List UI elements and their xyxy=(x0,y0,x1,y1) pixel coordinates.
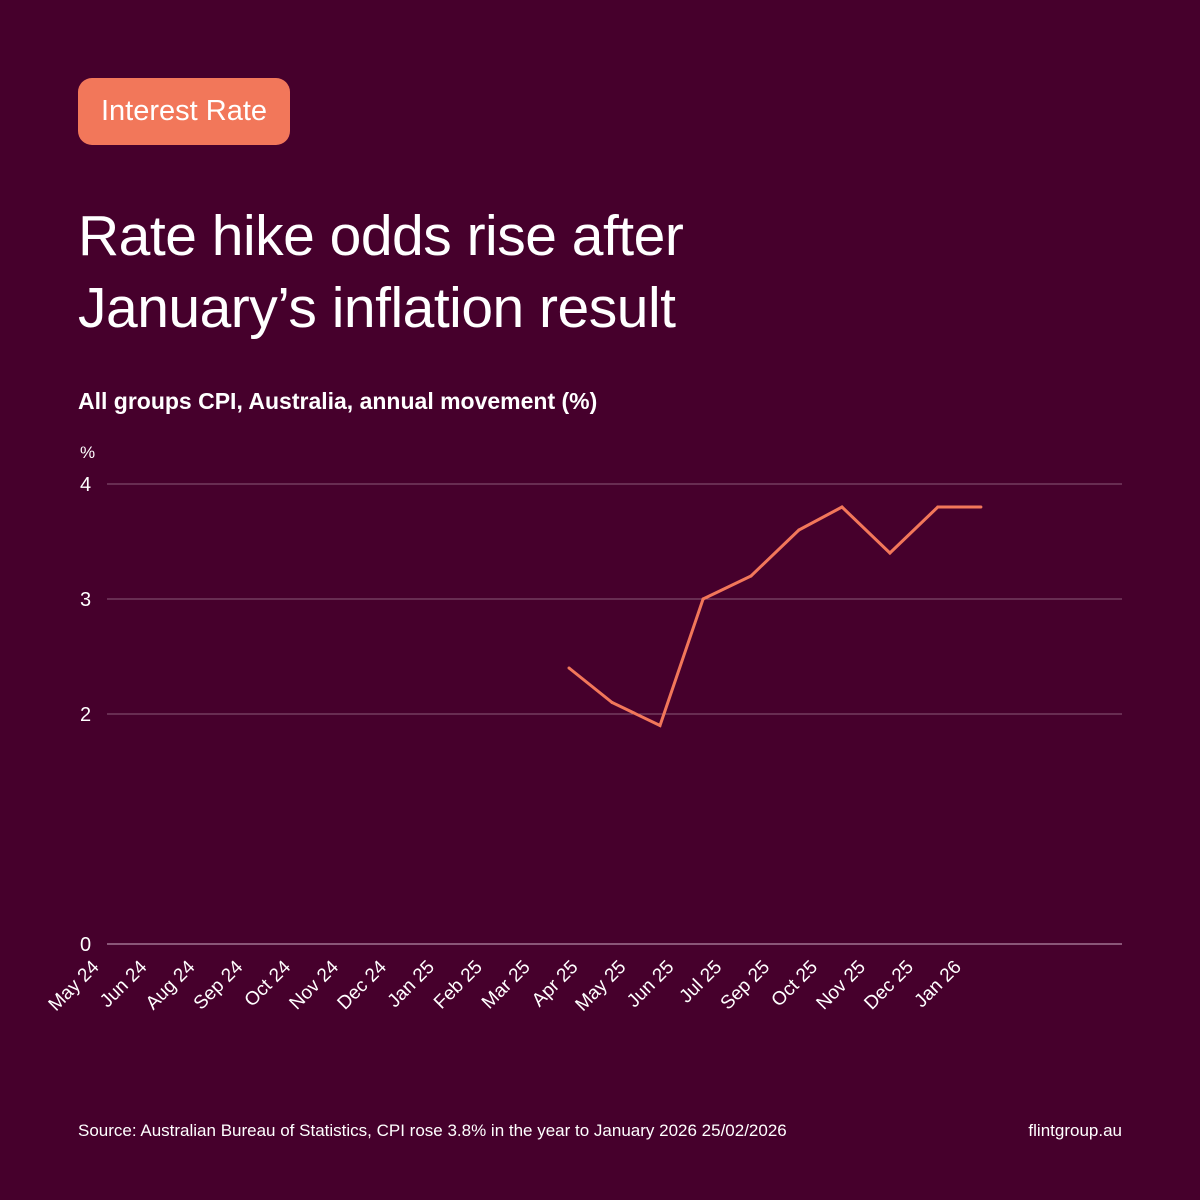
x-tick-label: Dec 24 xyxy=(334,956,392,1014)
x-tick-label: Nov 24 xyxy=(286,956,344,1014)
x-tick-label: Jun 25 xyxy=(623,957,678,1012)
x-tick-label: Jun 24 xyxy=(96,956,151,1011)
data-point xyxy=(936,505,940,509)
axes: % 0 2 3 4 xyxy=(80,443,95,956)
y-tick-label: 0 xyxy=(80,934,91,956)
gridlines xyxy=(107,483,1122,945)
x-tick-label: Nov 25 xyxy=(813,957,870,1014)
x-tick-label: Sep 24 xyxy=(190,956,248,1014)
data-point xyxy=(797,528,801,532)
source-note: Source: Australian Bureau of Statistics,… xyxy=(78,1121,787,1140)
y-tick-label: 3 xyxy=(80,589,91,611)
x-tick-label: Dec 25 xyxy=(860,957,917,1014)
y-axis-unit-label: % xyxy=(80,443,95,462)
data-point xyxy=(749,574,753,578)
y-tick-label: 2 xyxy=(80,704,91,726)
x-tick-label: May 24 xyxy=(45,956,104,1015)
x-tick-label: Jan 25 xyxy=(384,957,439,1012)
data-point xyxy=(658,724,662,727)
data-point xyxy=(610,701,614,704)
x-tick-label: Mar 25 xyxy=(478,957,535,1014)
headline-line-1: Rate hike odds rise after xyxy=(78,204,684,268)
chart-title: All groups CPI, Australia, annual moveme… xyxy=(78,388,598,414)
data-point xyxy=(979,505,983,509)
x-tick-label: Sep 25 xyxy=(717,957,774,1014)
data-point xyxy=(840,505,844,509)
y-tick-label: 4 xyxy=(80,474,91,496)
x-tick-label: Oct 25 xyxy=(768,957,822,1011)
x-tick-label: May 25 xyxy=(572,957,631,1016)
x-tick-label: Oct 24 xyxy=(241,956,296,1011)
headline: Rate hike odds rise after January’s infl… xyxy=(78,200,1138,344)
x-tick-label: Jan 26 xyxy=(911,957,966,1012)
category-tag: Interest Rate xyxy=(78,78,291,145)
x-tick-label: Feb 25 xyxy=(430,957,487,1014)
headline-line-2: January’s inflation result xyxy=(78,276,676,340)
series-line-0 xyxy=(568,505,981,728)
website-link[interactable]: flintgroup.au xyxy=(1028,1121,1122,1140)
data-point xyxy=(567,666,571,670)
series xyxy=(567,505,983,728)
data-point xyxy=(888,551,892,555)
data-point xyxy=(701,597,705,601)
x-tick-label: Aug 24 xyxy=(142,956,200,1014)
